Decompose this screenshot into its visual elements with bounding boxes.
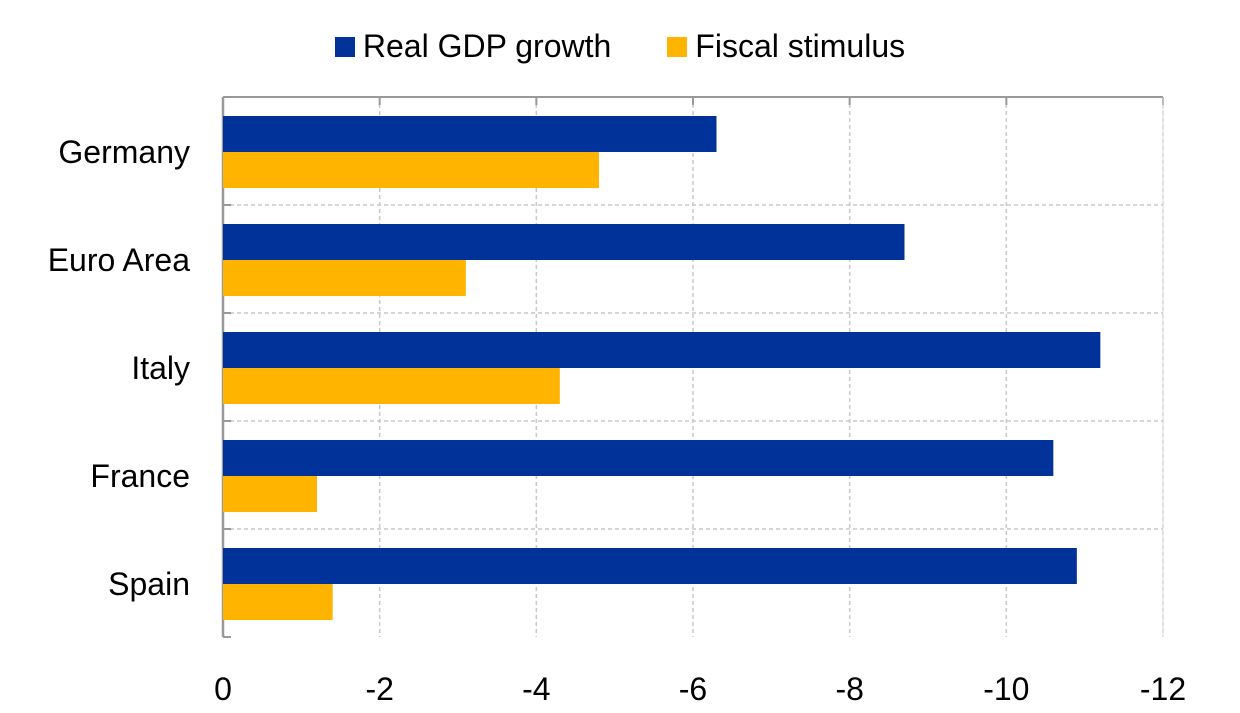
bar-fiscal (223, 152, 599, 188)
x-tick-label: -2 (365, 671, 393, 707)
legend: Real GDP growth Fiscal stimulus (0, 28, 1240, 65)
bar-gdp (223, 116, 717, 152)
legend-item-gdp: Real GDP growth (334, 28, 612, 65)
bar-fiscal (223, 368, 560, 404)
bar-gdp (223, 548, 1077, 584)
bar-gdp (223, 440, 1054, 476)
bar-gdp (223, 332, 1101, 368)
legend-label-gdp: Real GDP growth (362, 28, 612, 64)
x-tick-label: 0 (214, 671, 232, 707)
x-tick-label: -12 (1140, 671, 1186, 707)
legend-swatch-fiscal (667, 36, 688, 57)
category-label: Euro Area (48, 242, 191, 278)
bar-fiscal (223, 476, 317, 512)
legend-swatch-gdp (334, 36, 355, 57)
x-tick-label: -4 (522, 671, 550, 707)
category-label: France (90, 458, 190, 494)
legend-label-fiscal: Fiscal stimulus (695, 28, 906, 64)
category-label: Germany (58, 134, 190, 170)
x-tick-label: -6 (679, 671, 707, 707)
legend-item-fiscal: Fiscal stimulus (667, 28, 905, 65)
category-label: Spain (108, 566, 190, 602)
category-label: Italy (131, 350, 190, 386)
bar-fiscal (223, 584, 333, 620)
x-tick-label: -8 (835, 671, 863, 707)
bar-fiscal (223, 260, 466, 296)
x-tick-label: -10 (983, 671, 1029, 707)
bar-gdp (223, 224, 905, 260)
